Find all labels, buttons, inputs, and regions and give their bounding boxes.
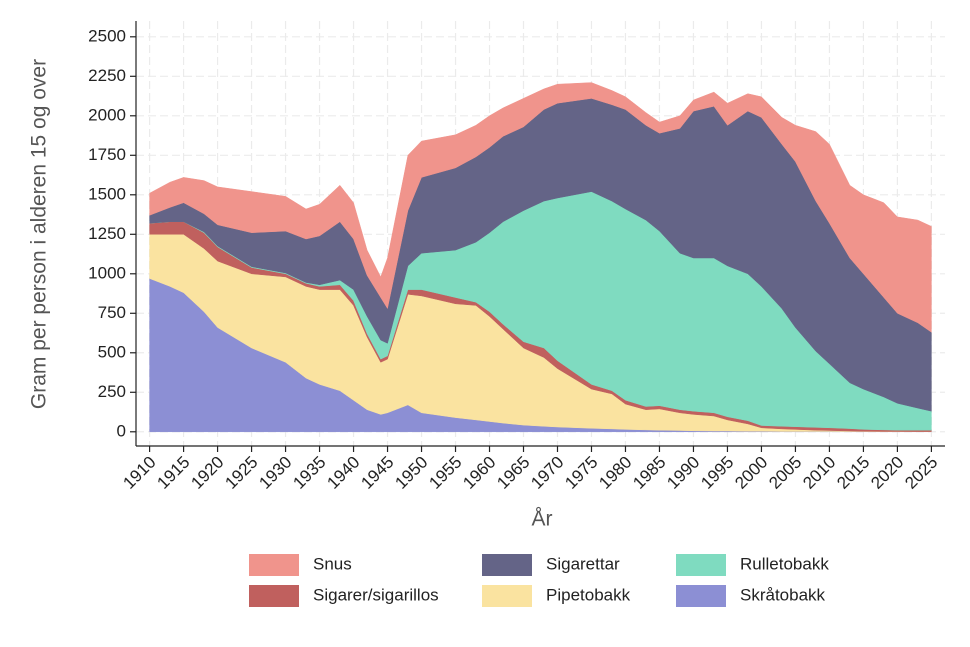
x-tick-label: 1970 (527, 453, 567, 493)
area (149, 82, 932, 333)
x-tick-label: 1930 (255, 453, 295, 493)
y-tick-label: 2500 (88, 26, 126, 45)
legend-swatch (676, 585, 726, 607)
legend-swatch (482, 554, 532, 576)
x-tick-label: 1945 (357, 453, 397, 493)
x-tick-label: 1985 (629, 453, 669, 493)
x-tick-label: 2010 (799, 453, 839, 493)
legend-swatch (482, 585, 532, 607)
x-tick-label: 1955 (425, 453, 465, 493)
x-tick-label: 2020 (867, 453, 907, 493)
legend-swatch (249, 585, 299, 607)
y-tick-label: 750 (98, 303, 126, 322)
x-tick-label: 1975 (561, 453, 601, 493)
y-tick-label: 1750 (88, 145, 126, 164)
x-tick-label: 1925 (221, 453, 261, 493)
x-tick-label: 1965 (493, 453, 533, 493)
legend-label: Sigarettar (546, 554, 620, 573)
y-axis-label: Gram per person i alderen 15 og over (28, 59, 51, 409)
x-tick-label: 2025 (901, 453, 941, 493)
x-tick-label: 1995 (697, 453, 737, 493)
legend-swatch (676, 554, 726, 576)
x-tick-label: 2000 (731, 453, 771, 493)
x-tick-label: 1960 (459, 453, 499, 493)
y-tick-label: 1500 (88, 184, 126, 203)
x-tick-label: 1940 (323, 453, 363, 493)
legend-swatch (249, 554, 299, 576)
x-tick-label: 1920 (187, 453, 227, 493)
x-tick-label: 1990 (663, 453, 703, 493)
y-tick-label: 2250 (88, 66, 126, 85)
x-tick-label: 1910 (119, 453, 159, 493)
legend-label: Sigarer/sigarillos (313, 585, 439, 604)
legend-label: Skråtobakk (740, 585, 826, 604)
y-tick-label: 1250 (88, 224, 126, 243)
legend-label: Pipetobakk (546, 585, 631, 604)
legend-label: Rulletobakk (740, 554, 829, 573)
legend-label: Snus (313, 554, 352, 573)
y-tick-label: 250 (98, 382, 126, 401)
x-tick-label: 1935 (289, 453, 329, 493)
x-tick-label: 2015 (833, 453, 873, 493)
x-tick-label: 2005 (765, 453, 805, 493)
y-tick-label: 0 (117, 421, 126, 440)
x-tick-label: 1915 (153, 453, 193, 493)
y-tick-label: 500 (98, 342, 126, 361)
y-tick-label: 2000 (88, 105, 126, 124)
y-tick-label: 1000 (88, 263, 126, 282)
x-axis-label: År (532, 508, 553, 531)
x-tick-label: 1980 (595, 453, 635, 493)
x-tick-label: 1950 (391, 453, 431, 493)
